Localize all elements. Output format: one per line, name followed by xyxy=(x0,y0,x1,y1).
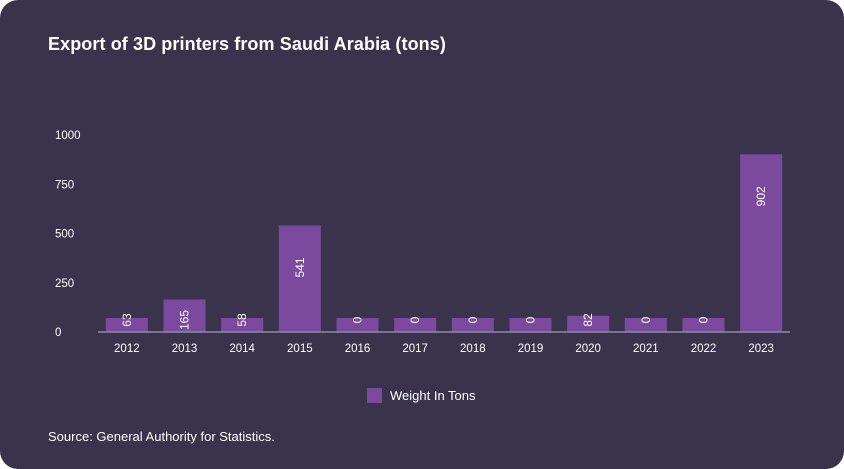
bar xyxy=(624,318,667,332)
y-tick-label: 1000 xyxy=(55,130,81,142)
bar-value-label: 0 xyxy=(466,316,480,323)
legend-swatch xyxy=(367,388,382,403)
legend-label: Weight In Tons xyxy=(390,388,476,403)
bar xyxy=(221,318,264,332)
y-tick-label: 500 xyxy=(55,229,74,241)
x-tick-label: 2019 xyxy=(518,343,544,355)
y-tick-label: 250 xyxy=(55,278,74,290)
bar-value-label: 902 xyxy=(754,186,768,206)
bar-value-label: 82 xyxy=(581,313,595,327)
x-tick-label: 2022 xyxy=(691,343,717,355)
bar-value-label: 0 xyxy=(408,316,422,323)
x-tick-label: 2012 xyxy=(114,343,140,355)
bar-value-label: 63 xyxy=(120,313,134,327)
bar xyxy=(336,318,379,332)
x-tick-label: 2020 xyxy=(575,343,601,355)
y-tick-label: 0 xyxy=(55,327,61,339)
x-tick-label: 2017 xyxy=(402,343,428,355)
x-tick-label: 2021 xyxy=(633,343,659,355)
chart-legend: Weight In Tons xyxy=(367,388,476,403)
bar xyxy=(567,315,610,332)
chart-title: Export of 3D printers from Saudi Arabia … xyxy=(48,34,446,54)
x-tick-label: 2014 xyxy=(229,343,255,355)
x-tick-label: 2013 xyxy=(172,343,198,355)
x-tick-label: 2023 xyxy=(748,343,774,355)
bar-value-label: 0 xyxy=(351,316,365,323)
bar-value-label: 58 xyxy=(235,313,249,327)
x-tick-label: 2015 xyxy=(287,343,313,355)
bar xyxy=(278,225,321,332)
y-tick-label: 750 xyxy=(55,179,74,191)
bar xyxy=(509,318,552,332)
source-note: Source: General Authority for Statistics… xyxy=(48,429,275,444)
x-tick-label: 2016 xyxy=(345,343,371,355)
bar-value-label: 0 xyxy=(639,316,653,323)
bar xyxy=(682,318,725,332)
bar xyxy=(394,318,437,332)
bar xyxy=(740,154,783,332)
bar-value-label: 541 xyxy=(293,257,307,277)
bar xyxy=(105,318,148,332)
bar xyxy=(451,318,494,332)
bar-value-label: 0 xyxy=(524,316,538,323)
bar-value-label: 165 xyxy=(178,310,192,330)
bar-value-label: 0 xyxy=(697,316,711,323)
x-tick-label: 2018 xyxy=(460,343,486,355)
bar xyxy=(163,299,206,332)
